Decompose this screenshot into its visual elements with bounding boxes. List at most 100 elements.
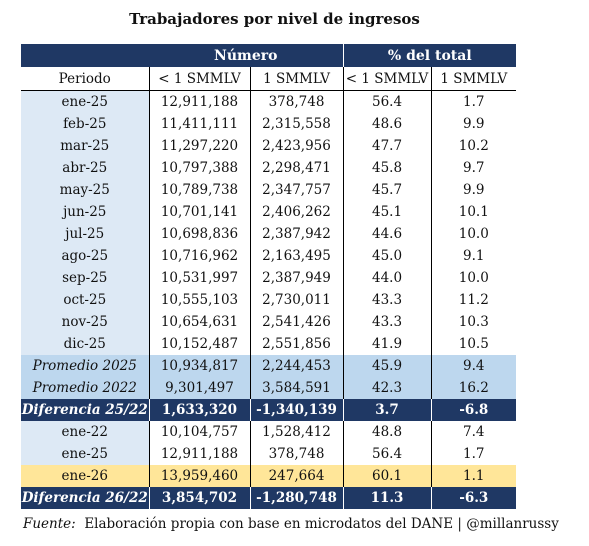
period-cell: jun-25 (21, 201, 150, 223)
period-cell: ene-25 (21, 90, 150, 113)
count-eq1-cell: 2,387,949 (250, 267, 344, 289)
pct-eq1-cell: 10.0 (458, 270, 489, 286)
table-row: may-25 10,789,738 2,347,757 45.7 9.9 (21, 179, 516, 201)
period-cell: oct-25 (21, 289, 150, 311)
col-header-periodo: Periodo (21, 67, 150, 91)
table-row: dic-25 10,152,487 2,551,856 41.9 10.5 (21, 333, 516, 355)
count-eq1-cell: 247,664 (250, 465, 344, 487)
pct-eq1-cell: 10.5 (458, 336, 489, 352)
pct-lt1-cell: 56.4 (343, 90, 432, 113)
pct-lt1-cell: 56.4 (343, 443, 432, 465)
period-cell: mar-25 (21, 135, 150, 157)
table-row: abr-25 10,797,388 2,298,471 45.8 9.7 (21, 157, 516, 179)
pct-lt1-cell: 47.7 (343, 135, 432, 157)
pct-lt1-cell: 42.3 (343, 377, 432, 399)
count-lt1-cell: 9,301,497 (149, 377, 251, 399)
group-header-numero: Número (149, 44, 344, 67)
group-header-pct: % del total (343, 44, 517, 67)
pct-eq1-cell: 9.7 (463, 160, 485, 176)
period-cell: ene-22 (21, 421, 150, 443)
pct-eq1-cell: 7.4 (463, 424, 485, 440)
count-eq1-cell: 2,423,956 (250, 135, 344, 157)
highlight-row: ene-26 13,959,460 247,664 60.1 1.1 (21, 465, 517, 487)
pct-lt1-cell: 48.6 (343, 113, 432, 135)
pct-eq1-cell: 9.1 (463, 248, 485, 264)
count-eq1-cell: 2,730,011 (250, 289, 344, 311)
count-lt1-cell: 12,911,188 (149, 90, 251, 113)
period-cell: abr-25 (21, 157, 150, 179)
period-cell: Promedio 2025 (21, 355, 150, 377)
pct-eq1-cell: 16.2 (431, 377, 517, 399)
pct-eq1-cell: 9.9 (463, 182, 485, 198)
col-header-lt1: < 1 SMMLV (149, 67, 251, 91)
period-cell: may-25 (21, 179, 150, 201)
period-cell: nov-25 (21, 311, 150, 333)
table-title: Trabajadores por nivel de ingresos (129, 10, 420, 28)
table-row: ene-22 10,104,757 1,528,412 48.8 7.4 (21, 421, 516, 443)
pct-lt1-cell: 45.1 (343, 201, 432, 223)
pct-eq1-cell: 9.4 (431, 355, 517, 377)
count-lt1-cell: 10,797,388 (149, 157, 251, 179)
count-eq1-cell: 2,387,942 (250, 223, 344, 245)
average-row: Promedio 2022 9,301,497 3,584,591 42.3 16.2 (21, 377, 517, 399)
count-lt1-cell: 10,716,962 (149, 245, 251, 267)
income-table: Número % del total Periodo < 1 SMMLV 1 S… (21, 44, 517, 509)
pct-lt1-cell: 45.0 (343, 245, 432, 267)
table-row: mar-25 11,297,220 2,423,956 47.7 10.2 (21, 135, 516, 157)
count-lt1-cell: 10,531,997 (149, 267, 251, 289)
count-lt1-cell: 11,297,220 (149, 135, 251, 157)
count-lt1-cell: 11,411,111 (149, 113, 251, 135)
count-lt1-cell: 10,555,103 (149, 289, 251, 311)
count-eq1-cell: 1,528,412 (250, 421, 344, 443)
table-row: jul-25 10,698,836 2,387,942 44.6 10.0 (21, 223, 516, 245)
count-lt1-cell: 10,104,757 (149, 421, 251, 443)
count-eq1-cell: 378,748 (250, 443, 344, 465)
difference-row: Diferencia 25/22 1,633,320 -1,340,139 3.7 -6… (21, 399, 517, 421)
count-eq1-cell: -1,340,139 (250, 399, 344, 421)
table-row: nov-25 10,654,631 2,541,426 43.3 10.3 (21, 311, 516, 333)
table-row: jun-25 10,701,141 2,406,262 45.1 10.1 (21, 201, 516, 223)
source-text: Elaboración propia con base en microdato… (84, 516, 559, 532)
pct-eq1-cell: 1.7 (463, 446, 485, 462)
pct-eq1-cell: 9.9 (463, 116, 485, 132)
count-eq1-cell: 2,406,262 (250, 201, 344, 223)
pct-lt1-cell: 3.7 (343, 399, 432, 421)
col-header-eq1-pct: 1 SMMLV (431, 67, 517, 91)
source-label: Fuente: (23, 516, 76, 532)
pct-eq1-cell: 10.1 (458, 204, 489, 220)
col-header-lt1-pct: < 1 SMMLV (343, 67, 432, 91)
pct-lt1-cell: 41.9 (343, 333, 432, 355)
pct-lt1-cell: 44.0 (343, 267, 432, 289)
pct-lt1-cell: 44.6 (343, 223, 432, 245)
period-cell: Promedio 2022 (21, 377, 150, 399)
period-cell: ene-26 (21, 465, 150, 487)
table-row: ago-25 10,716,962 2,163,495 45.0 9.1 (21, 245, 516, 267)
count-eq1-cell: 2,551,856 (250, 333, 344, 355)
count-eq1-cell: 2,541,426 (250, 311, 344, 333)
pct-lt1-cell: 43.3 (343, 311, 432, 333)
pct-eq1-cell: -6.8 (431, 399, 517, 421)
count-eq1-cell: 378,748 (250, 90, 344, 113)
pct-eq1-cell: 10.0 (458, 226, 489, 242)
period-cell: Diferencia 25/22 (21, 399, 150, 421)
count-lt1-cell: 1,633,320 (149, 399, 251, 421)
pct-eq1-cell: 10.3 (458, 314, 489, 330)
count-lt1-cell: 10,654,631 (149, 311, 251, 333)
count-lt1-cell: 3,854,702 (149, 487, 251, 509)
group-header-row: Número % del total (21, 44, 517, 67)
period-cell: dic-25 (21, 333, 150, 355)
period-cell: Diferencia 26/22 (21, 487, 150, 509)
pct-lt1-cell: 45.9 (343, 355, 432, 377)
period-cell: feb-25 (21, 113, 150, 135)
table-row: ene-25 12,911,188 378,748 56.4 1.7 (21, 443, 516, 465)
count-lt1-cell: 10,698,836 (149, 223, 251, 245)
count-eq1-cell: 2,244,453 (250, 355, 344, 377)
column-header-row: Periodo < 1 SMMLV 1 SMMLV < 1 SMMLV 1 SM… (21, 67, 517, 91)
pct-eq1-cell: 10.2 (458, 138, 489, 154)
pct-lt1-cell: 45.8 (343, 157, 432, 179)
count-lt1-cell: 10,701,141 (149, 201, 251, 223)
period-cell: sep-25 (21, 267, 150, 289)
pct-eq1-cell: 11.2 (458, 292, 489, 308)
count-lt1-cell: 12,911,188 (149, 443, 251, 465)
period-cell: ene-25 (21, 443, 150, 465)
